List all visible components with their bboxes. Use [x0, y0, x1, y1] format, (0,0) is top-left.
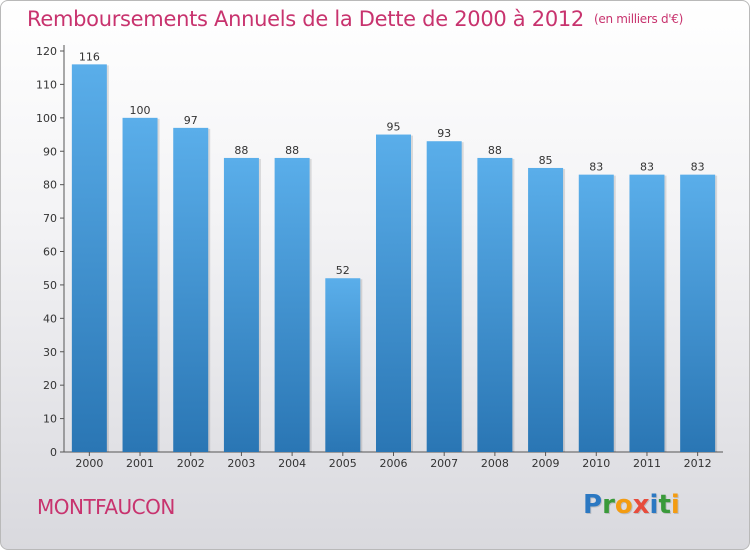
- chart-title-text: Remboursements Annuels de la Dette de 20…: [27, 7, 584, 31]
- logo-letter: r: [602, 490, 615, 520]
- data-label: 85: [539, 154, 553, 167]
- data-label: 52: [336, 264, 350, 277]
- y-tick-label: 70: [43, 212, 57, 225]
- x-tick-label: 2001: [126, 457, 154, 470]
- bar-2008: [477, 157, 513, 452]
- bar-2006: [376, 134, 411, 452]
- logo-letter: i: [670, 490, 680, 520]
- bar-2009: [528, 167, 564, 453]
- y-tick-label: 80: [43, 179, 57, 192]
- bar-2007: [426, 141, 462, 452]
- proxiti-logo: Proxiti: [583, 490, 680, 520]
- y-tick-label: 120: [36, 45, 57, 58]
- logo-letter: P: [583, 490, 603, 520]
- logo-letter: x: [632, 490, 650, 520]
- bar-2011: [629, 174, 665, 452]
- x-tick-label: 2011: [633, 457, 661, 470]
- bar-2005: [325, 278, 361, 452]
- chart-axes: 0 10 20 30 40 50 60 70 80 90 100 110 120 2000 2001 2002…: [36, 45, 723, 470]
- data-label: 83: [640, 161, 654, 174]
- y-tick-label: 20: [43, 379, 57, 392]
- chart-title: Remboursements Annuels de la Dette de 20…: [27, 7, 683, 31]
- x-tick-label: 2007: [430, 457, 458, 470]
- y-tick-label: 30: [43, 346, 57, 359]
- x-tick-label: 2008: [481, 457, 509, 470]
- chart-data-labels: 116 100 97 88 88 52 95 93 88 85 83 83 83: [79, 50, 705, 277]
- y-tick-label: 10: [43, 413, 57, 426]
- x-tick-label: 2012: [684, 457, 712, 470]
- bar-2002: [173, 127, 209, 452]
- chart-bars: [71, 64, 718, 453]
- data-label: 93: [437, 127, 451, 140]
- y-tick-label: 110: [36, 78, 57, 91]
- y-tick-label: 50: [43, 279, 57, 292]
- data-label: 88: [488, 144, 502, 157]
- data-label: 116: [79, 50, 100, 63]
- y-tick-label: 0: [50, 446, 57, 459]
- logo-letter: o: [614, 490, 633, 520]
- bar-2001: [122, 117, 158, 452]
- bar-2004: [274, 157, 310, 452]
- bar-2003: [223, 157, 259, 452]
- commune-name: MONTFAUCON: [37, 495, 175, 519]
- data-label: 97: [184, 114, 198, 127]
- data-label: 100: [130, 104, 151, 117]
- bar-2000: [71, 64, 107, 452]
- y-tick-label: 100: [36, 112, 57, 125]
- data-label: 88: [285, 144, 299, 157]
- x-tick-label: 2009: [532, 457, 560, 470]
- data-label: 83: [589, 161, 603, 174]
- bar-2012: [680, 174, 716, 452]
- x-tick-label: 2004: [278, 457, 306, 470]
- data-label: 95: [387, 121, 401, 134]
- x-tick-label: 2000: [75, 457, 103, 470]
- y-tick-label: 40: [43, 312, 57, 325]
- data-label: 83: [691, 161, 705, 174]
- x-tick-label: 2006: [380, 457, 408, 470]
- chart-unit: (en milliers d'€): [594, 12, 684, 26]
- x-tick-label: 2002: [177, 457, 205, 470]
- logo-letter: t: [658, 490, 671, 520]
- x-tick-label: 2003: [227, 457, 255, 470]
- x-tick-label: 2010: [582, 457, 610, 470]
- x-tick-label: 2005: [329, 457, 357, 470]
- data-label: 88: [234, 144, 248, 157]
- bar-2010: [578, 174, 614, 452]
- logo-letter: i: [649, 490, 659, 520]
- y-tick-label: 90: [43, 145, 57, 158]
- y-tick-label: 60: [43, 246, 57, 259]
